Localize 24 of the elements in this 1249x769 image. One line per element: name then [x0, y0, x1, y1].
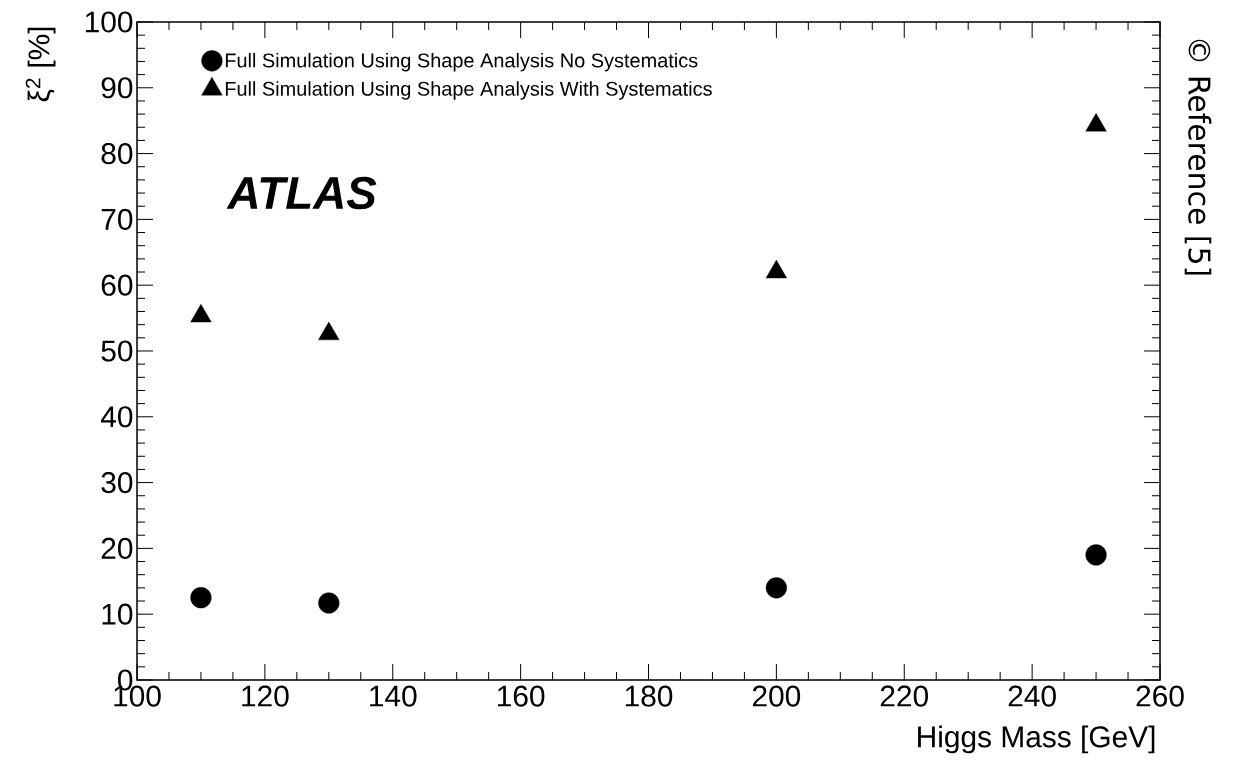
legend-label: Full Simulation Using Shape Analysis With Systematics — [225, 81, 712, 100]
legend-label: Full Simulation Using Shape Analysis No Systematics — [225, 52, 698, 72]
x-tick-label: 140 — [370, 685, 417, 707]
x-tick-label: 220 — [880, 685, 929, 707]
text: © Reference [5] — [1184, 39, 1212, 275]
y-tick-label: 30 — [101, 472, 133, 494]
y-tick-label: 50 — [101, 340, 133, 362]
x-axis-title: Higgs Mass [GeV] — [918, 725, 1155, 754]
x-tick-label: 260 — [1136, 685, 1184, 707]
y-tick-label: 80 — [101, 143, 133, 165]
y-tick-label: 40 — [100, 406, 133, 428]
x-tick-label: 180 — [625, 685, 673, 707]
x-tick-label: 200 — [752, 685, 801, 707]
x-tick-label: 120 — [242, 685, 289, 707]
y-tick-label: 60 — [101, 274, 133, 296]
y-tick-label: 90 — [101, 77, 133, 99]
y-tick-label: 100 — [85, 11, 133, 33]
annotation: ATLAS — [226, 176, 377, 210]
x-tick-label: 160 — [497, 685, 545, 707]
x-tick-label: 240 — [1008, 685, 1056, 707]
y-tick-label: 20 — [101, 537, 133, 559]
y-axis-title: ξ$^{2}$ [%] — [25, 27, 56, 102]
y-tick-label: 10 — [102, 603, 133, 625]
y-tick-label: 70 — [101, 208, 133, 230]
